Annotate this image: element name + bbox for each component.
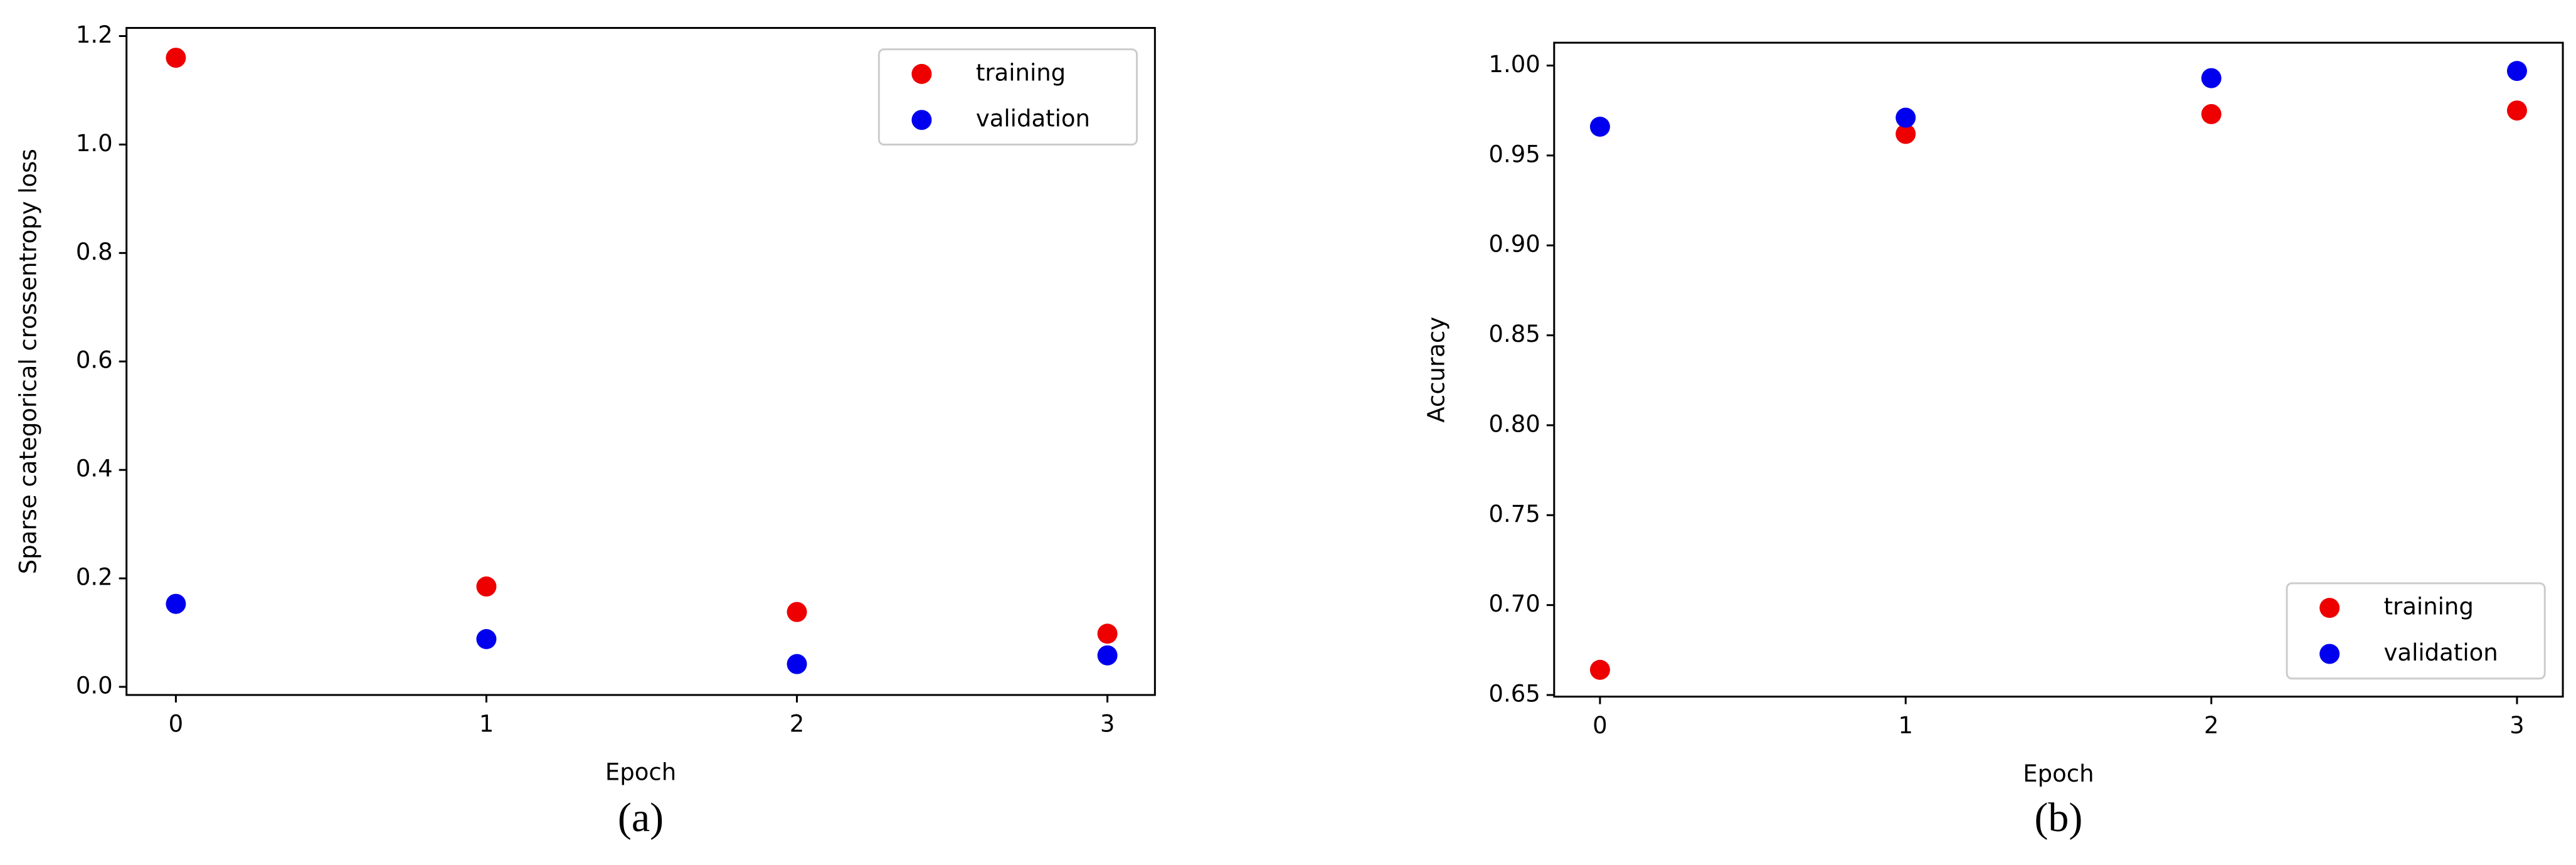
caption: (a): [618, 795, 664, 841]
y-tick-label: 1.00: [1488, 51, 1540, 78]
point: [166, 48, 186, 68]
point: [476, 576, 497, 597]
legend-box: [2286, 582, 2546, 680]
point: [2506, 100, 2527, 121]
x-tick-label: 0: [1593, 712, 1608, 739]
legend-label: validation: [2384, 639, 2498, 666]
legend-marker: [2319, 644, 2340, 664]
y-tick-label: 1.0: [76, 130, 113, 157]
legend-box: [877, 48, 1138, 146]
point: [476, 629, 497, 649]
point: [1589, 116, 1610, 137]
point: [1895, 124, 1916, 144]
y-tick-label: 0.65: [1488, 680, 1540, 707]
point: [2201, 103, 2222, 124]
y-tick-label: 0.0: [76, 672, 113, 699]
point: [2201, 68, 2222, 88]
legend-label: training: [976, 59, 1066, 86]
legend: training validation: [2286, 582, 2546, 680]
point: [787, 602, 807, 622]
legend-marker: [911, 63, 932, 84]
y-tick-label: 0.90: [1488, 231, 1540, 258]
legend-label: training: [2384, 593, 2474, 620]
y-tick-label: 0.75: [1488, 501, 1540, 528]
point: [2506, 61, 2527, 82]
y-tick-label: 0.2: [76, 564, 113, 591]
point: [166, 593, 186, 614]
point: [1097, 645, 1118, 666]
x-tick-label: 3: [1100, 710, 1115, 737]
y-tick-label: 0.6: [76, 347, 113, 374]
x-tick-label: 0: [169, 710, 184, 737]
y-tick-label: 0.80: [1488, 410, 1540, 437]
caption: (b): [2034, 795, 2082, 841]
y-axis-label: Accuracy: [1423, 317, 1450, 423]
y-axis-label: Sparse categorical crossentropy loss: [15, 149, 42, 574]
point: [1895, 107, 1916, 128]
point: [1097, 624, 1118, 644]
y-tick-label: 0.95: [1488, 141, 1540, 167]
y-tick-label: 1.2: [76, 21, 113, 48]
x-tick-label: 3: [2510, 712, 2525, 739]
x-tick-label: 1: [479, 710, 494, 737]
x-axis-label: Epoch: [2023, 760, 2094, 787]
x-axis-label: Epoch: [605, 758, 676, 785]
chart: 0.0 0.2 0.4 0.6 0.8 1.0 1.2 0 1 2 3 Epoch Sparse cat…: [15, 21, 1156, 841]
x-tick-label: 1: [1898, 712, 1913, 739]
legend-marker: [911, 110, 932, 130]
point: [787, 654, 807, 674]
plot-frame: [1553, 41, 2564, 698]
x-tick-label: 2: [790, 710, 805, 737]
legend-label: validation: [976, 105, 1090, 132]
point: [1589, 659, 1610, 680]
y-tick-label: 0.4: [76, 455, 113, 482]
y-tick-label: 0.85: [1488, 321, 1540, 348]
legend: training validation: [877, 48, 1138, 146]
legend-marker: [2319, 598, 2340, 618]
y-tick-label: 0.8: [76, 238, 113, 265]
chart: 0.65 0.70 0.75 0.80 0.85 0.90 0.95 1.00 0 1 2 3 Epoc…: [1423, 41, 2564, 841]
y-tick-label: 0.70: [1488, 590, 1540, 617]
x-tick-label: 2: [2204, 712, 2219, 739]
